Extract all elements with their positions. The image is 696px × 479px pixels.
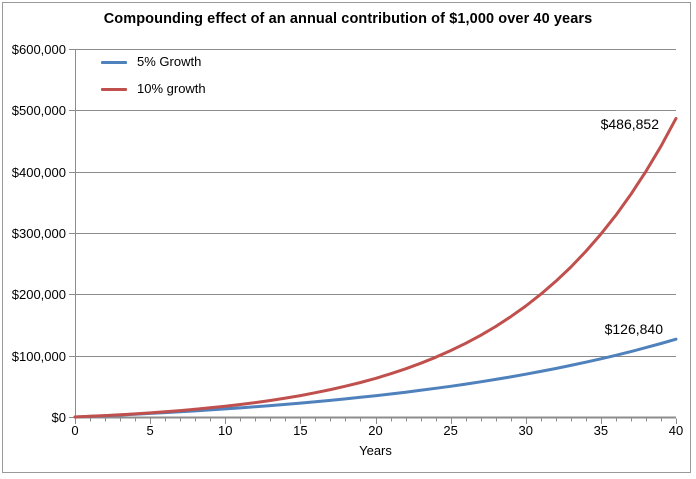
data-label-5pct-final-value: $126,840 [604, 321, 663, 337]
svg-text:20: 20 [368, 423, 382, 438]
svg-text:30: 30 [519, 423, 533, 438]
chart-title: Compounding effect of an annual contribu… [103, 11, 593, 27]
x-axis-title: Years [359, 443, 392, 458]
svg-text:40: 40 [669, 423, 683, 438]
svg-text:15: 15 [293, 423, 307, 438]
legend-line-swatch-blue [101, 60, 127, 64]
legend-item-5pct-growth: 5% Growth [101, 54, 206, 70]
legend-label-5pct: 5% Growth [137, 54, 202, 69]
svg-text:$0: $0 [52, 410, 66, 425]
legend: 5% Growth 10% growth [101, 54, 206, 108]
legend-item-10pct-growth: 10% growth [101, 81, 206, 97]
legend-line-swatch-red [101, 87, 127, 91]
svg-text:$600,000: $600,000 [12, 42, 66, 57]
svg-text:25: 25 [443, 423, 457, 438]
svg-text:35: 35 [594, 423, 608, 438]
svg-text:5: 5 [147, 423, 154, 438]
svg-text:$200,000: $200,000 [12, 287, 66, 302]
data-label-10pct-final-value: $486,852 [600, 116, 659, 132]
legend-label-10pct: 10% growth [137, 81, 206, 96]
svg-text:$500,000: $500,000 [12, 103, 66, 118]
svg-text:10: 10 [218, 423, 232, 438]
svg-text:$400,000: $400,000 [12, 165, 66, 180]
svg-text:$100,000: $100,000 [12, 349, 66, 364]
svg-text:$300,000: $300,000 [12, 226, 66, 241]
svg-text:0: 0 [71, 423, 78, 438]
